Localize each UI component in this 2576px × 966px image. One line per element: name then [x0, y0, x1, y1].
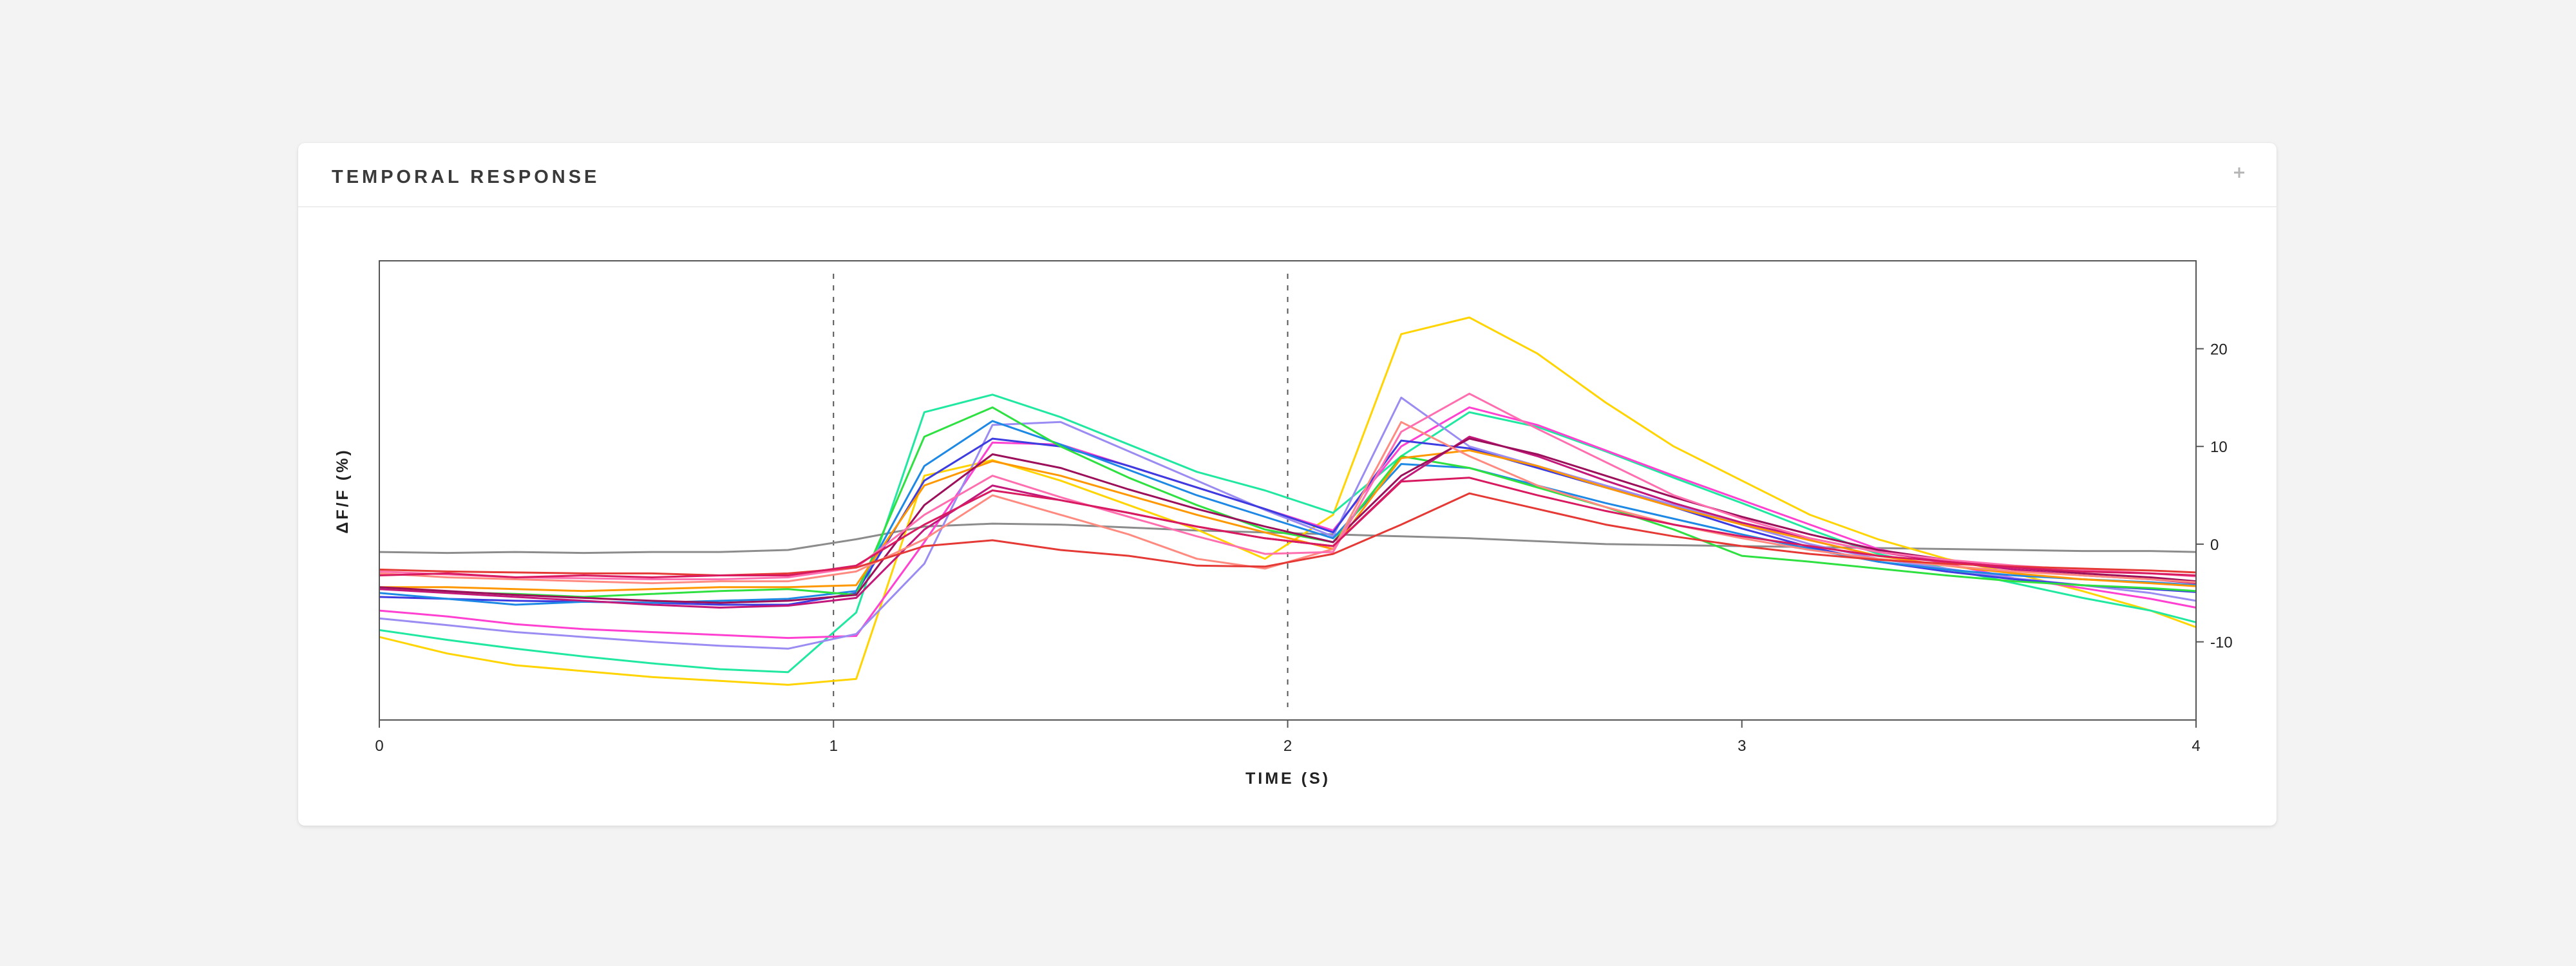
x-axis: 0 1 2 3 4 [375, 720, 2201, 755]
series-line-9 [379, 449, 2197, 592]
series-line-14 [379, 492, 2197, 576]
chart-area: 0 1 2 3 4 -10 0 10 20 TIME (S) ΔF/F (%) [298, 143, 2277, 826]
temporal-response-panel: TEMPORAL RESPONSE 0 1 2 3 4 -10 0 10 20 TIME (S… [298, 143, 2277, 826]
x-tick-label: 4 [2192, 737, 2200, 755]
x-tick-label: 0 [375, 737, 383, 755]
x-tick-label: 3 [1738, 737, 1746, 755]
expand-button[interactable] [2226, 160, 2252, 185]
series-line-2 [379, 316, 2197, 686]
x-tick-label: 2 [1283, 737, 1292, 755]
series-line-15 [379, 477, 2197, 578]
series-line-13 [379, 392, 2197, 580]
plot-frame [379, 260, 2197, 721]
y-axis-label: ΔF/F (%) [334, 448, 352, 533]
series-lines [379, 316, 2197, 686]
x-tick-label: 1 [829, 737, 838, 755]
series-line-5 [379, 396, 2197, 650]
series-line-8 [379, 406, 2197, 598]
panel-title: TEMPORAL RESPONSE [332, 167, 600, 187]
x-axis-label: TIME (S) [1245, 770, 1331, 788]
y-tick-label: 0 [2210, 536, 2219, 554]
plus-icon [2234, 167, 2244, 178]
panel-header: TEMPORAL RESPONSE [298, 143, 2277, 207]
line-chart: 0 1 2 3 4 -10 0 10 20 TIME (S) ΔF/F (%) [334, 260, 2233, 788]
y-axis: -10 0 10 20 [2196, 341, 2233, 652]
y-tick-label: 10 [2210, 439, 2228, 456]
stimulus-markers [833, 274, 1289, 707]
series-line-11 [379, 437, 2197, 604]
y-tick-label: 20 [2210, 341, 2228, 359]
y-tick-label: -10 [2210, 634, 2233, 652]
